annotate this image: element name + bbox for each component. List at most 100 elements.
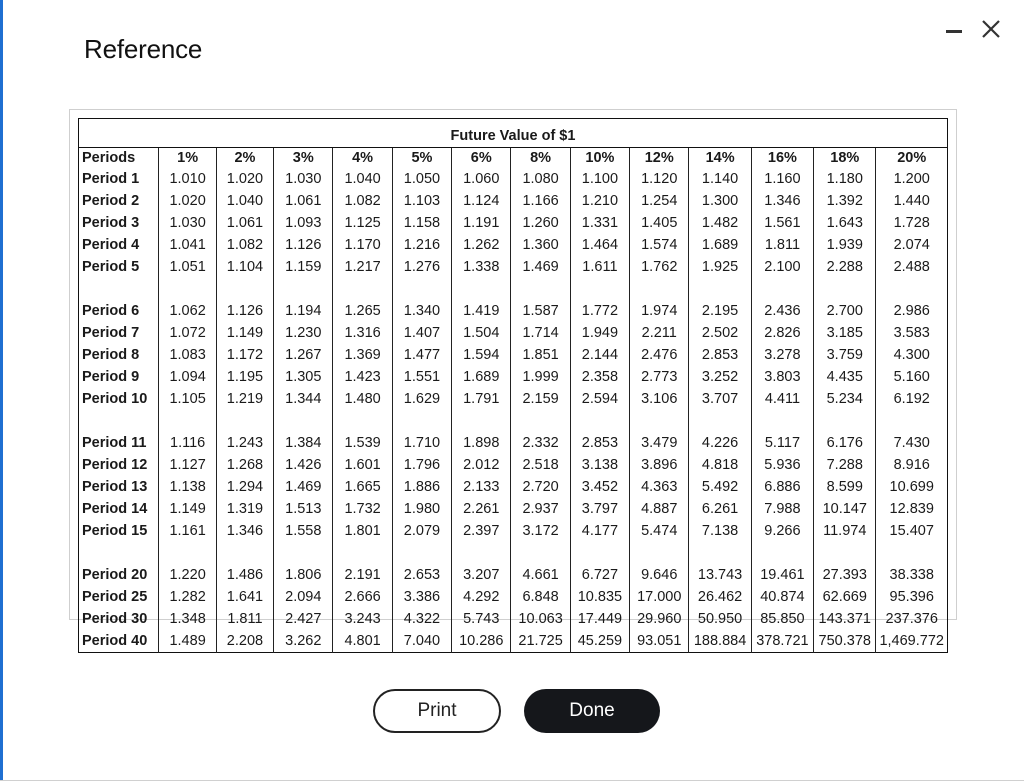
table-caption: Future Value of $1 <box>78 118 948 148</box>
table-cell: 1.423 <box>332 366 393 388</box>
table-cell: 1.262 <box>451 234 511 256</box>
period-label: Period 6 <box>82 302 140 319</box>
done-button[interactable]: Done <box>524 689 660 733</box>
table-cell: 3.479 <box>629 432 689 454</box>
table-cell: 1.629 <box>391 388 452 410</box>
reference-table-frame: Future Value of $1 Periods 1% 2% 3% 4% 5% 6% 8% 1… <box>69 109 957 653</box>
period-label: Period 10 <box>82 390 148 407</box>
table-cell: 2.594 <box>569 388 630 410</box>
table-cell: 4.363 <box>629 476 689 498</box>
table-cell: 1.082 <box>332 190 393 212</box>
table-cell: 1.126 <box>273 234 333 256</box>
table-cell: 10.835 <box>569 586 630 608</box>
table-cell: 1.180 <box>813 168 876 190</box>
table-cell: 12.839 <box>875 498 948 520</box>
table-cell: 1.082 <box>215 234 274 256</box>
minimize-button[interactable] <box>941 14 967 44</box>
table-cell: 2.653 <box>391 564 452 586</box>
table-cell: 1.060 <box>451 168 511 190</box>
table-cell: 1.116 <box>158 432 217 454</box>
table-cell: 1.728 <box>875 212 948 234</box>
table-cell: 2.358 <box>569 366 630 388</box>
table-cell: 1,469.772 <box>875 630 948 653</box>
table-cell: 2.144 <box>569 344 630 366</box>
table-cell: 1.489 <box>158 630 217 653</box>
print-button[interactable]: Print <box>373 689 501 733</box>
table-cell: 1.601 <box>332 454 393 476</box>
table-cell: 1.440 <box>875 190 948 212</box>
table-cell: 8.599 <box>813 476 876 498</box>
table-cell: 10.286 <box>451 630 511 653</box>
table-cell: 1.791 <box>451 388 511 410</box>
table-cell: 2.079 <box>391 520 452 542</box>
table-cell: 1.319 <box>215 498 274 520</box>
table-cell: 1.980 <box>391 498 452 520</box>
table-cell: 1.105 <box>158 388 217 410</box>
table-cell: 2.502 <box>688 322 752 344</box>
table-cell: 3.386 <box>391 586 452 608</box>
table-cell: 10.063 <box>510 608 571 630</box>
table-cell: 1.641 <box>215 586 274 608</box>
table-cell: 1.316 <box>332 322 393 344</box>
table-row: Period 30 1.348 1.811 2.427 3.243 4.322 5.743 1… <box>79 608 948 630</box>
table-cell: 188.884 <box>688 630 752 653</box>
table-cell: 1.811 <box>215 608 274 630</box>
table-cell: 3.896 <box>629 454 689 476</box>
table-cell: 1.558 <box>273 520 333 542</box>
table-cell: 1.348 <box>158 608 217 630</box>
period-label: Period 5 <box>82 258 140 275</box>
table-cell: 1.020 <box>215 168 274 190</box>
table-cell: 1.294 <box>215 476 274 498</box>
table-cell: 2.100 <box>750 256 814 278</box>
table-cell: 1.149 <box>158 498 217 520</box>
table-cell: 2.666 <box>332 586 393 608</box>
table-cell: 1.191 <box>451 212 511 234</box>
minimize-icon <box>946 29 962 33</box>
table-cell: 2.773 <box>629 366 689 388</box>
table-cell: 1.486 <box>215 564 274 586</box>
table-cell: 1.392 <box>813 190 876 212</box>
table-row: Period 5 1.051 1.104 1.159 1.217 1.276 1.338 1.… <box>79 256 948 278</box>
table-cell: 1.513 <box>273 498 333 520</box>
table-row: Period 40 1.489 2.208 3.262 4.801 7.040 10.286… <box>79 630 948 653</box>
table-cell: 1.305 <box>273 366 333 388</box>
table-cell: 2.937 <box>510 498 571 520</box>
table-cell: 5.492 <box>688 476 752 498</box>
table-cell: 9.266 <box>750 520 814 542</box>
table-cell: 1.464 <box>569 234 630 256</box>
table-cell: 3.797 <box>569 498 630 520</box>
table-cell: 11.974 <box>813 520 876 542</box>
table-cell: 1.539 <box>332 432 393 454</box>
table-cell: 2.208 <box>215 630 274 653</box>
period-label: Period 30 <box>82 610 148 627</box>
table-row: Period 2 1.020 1.040 1.061 1.082 1.103 1.124 1.… <box>79 190 948 212</box>
table-cell: 2.159 <box>510 388 571 410</box>
table-cell: 1.772 <box>569 300 630 322</box>
close-button[interactable] <box>978 14 1004 44</box>
table-cell: 27.393 <box>813 564 876 586</box>
table-cell: 40.874 <box>750 586 814 608</box>
table-cell: 85.850 <box>750 608 814 630</box>
table-cell: 3.252 <box>688 366 752 388</box>
table-cell: 1.194 <box>273 300 333 322</box>
table-cell: 2.476 <box>629 344 689 366</box>
close-icon <box>982 20 1000 38</box>
table-cell: 1.120 <box>629 168 689 190</box>
table-cell: 1.061 <box>215 212 274 234</box>
table-cell: 3.172 <box>510 520 571 542</box>
period-label: Period 1 <box>82 170 140 187</box>
table-cell: 1.217 <box>332 256 393 278</box>
table-cell: 2.720 <box>510 476 571 498</box>
table-cell: 50.950 <box>688 608 752 630</box>
table-cell: 1.200 <box>875 168 948 190</box>
table-cell: 143.371 <box>813 608 876 630</box>
table-cell: 1.160 <box>750 168 814 190</box>
table-cell: 5.160 <box>875 366 948 388</box>
table-cell: 1.172 <box>215 344 274 366</box>
table-cell: 1.300 <box>688 190 752 212</box>
table-cell: 750.378 <box>813 630 876 653</box>
period-label: Period 20 <box>82 566 148 583</box>
table-cell: 45.259 <box>569 630 630 653</box>
table-cell: 9.646 <box>629 564 689 586</box>
table-cell: 1.689 <box>451 366 511 388</box>
